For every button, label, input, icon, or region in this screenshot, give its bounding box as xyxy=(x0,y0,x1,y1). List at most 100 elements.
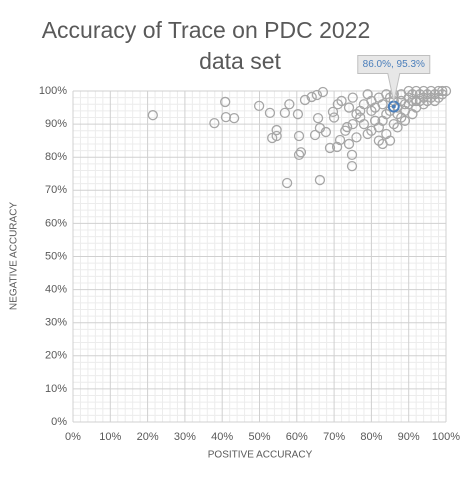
point xyxy=(346,160,358,172)
x-tick-label: 60% xyxy=(286,431,308,443)
point xyxy=(336,95,347,107)
point xyxy=(331,141,343,153)
x-tick-label: 100% xyxy=(432,431,460,443)
callout-label: 86.0%, 95.3% xyxy=(363,59,425,70)
x-tick-label: 0% xyxy=(65,431,81,443)
point xyxy=(437,89,448,100)
y-tick-label: 40% xyxy=(45,284,67,296)
y-tick-label: 60% xyxy=(45,217,67,229)
point xyxy=(343,102,355,113)
x-tick-label: 90% xyxy=(398,431,420,443)
point xyxy=(147,110,158,121)
point xyxy=(373,135,385,146)
point xyxy=(228,112,240,124)
y-tick-label: 100% xyxy=(39,85,67,97)
point xyxy=(271,124,282,136)
chart-title: Accuracy of Trace on PDC 2022 xyxy=(42,17,371,43)
point xyxy=(284,99,295,110)
point xyxy=(312,112,324,124)
point xyxy=(425,85,437,97)
point xyxy=(422,89,433,100)
y-tick-label: 50% xyxy=(45,250,67,262)
point xyxy=(314,174,326,186)
point xyxy=(220,96,231,108)
point xyxy=(377,115,388,126)
x-axis-title: POSITIVE ACCURACY xyxy=(208,450,313,461)
y-tick-label: 30% xyxy=(45,317,67,329)
y-axis-title: NEGATIVE ACCURACY xyxy=(9,202,20,310)
x-tick-label: 30% xyxy=(174,431,196,443)
point xyxy=(279,107,291,118)
point xyxy=(418,92,429,103)
point xyxy=(271,130,282,142)
point xyxy=(381,89,392,100)
point xyxy=(388,118,399,130)
y-tick-label: 90% xyxy=(45,118,67,130)
point xyxy=(292,109,304,120)
x-tick-label: 70% xyxy=(323,431,345,443)
point xyxy=(209,117,220,129)
point xyxy=(324,142,336,154)
point xyxy=(320,126,332,138)
x-tick-label: 50% xyxy=(248,431,270,443)
chart-title: data set xyxy=(199,48,281,74)
point xyxy=(317,86,329,98)
point xyxy=(346,149,358,161)
point xyxy=(306,91,317,103)
point xyxy=(347,92,358,103)
x-tick-label: 80% xyxy=(360,431,382,443)
point xyxy=(347,118,358,130)
point xyxy=(422,95,433,107)
point xyxy=(403,85,414,97)
y-tick-label: 10% xyxy=(45,383,67,395)
point xyxy=(366,125,377,136)
point xyxy=(340,125,351,136)
x-tick-label: 10% xyxy=(99,431,121,443)
point xyxy=(411,85,422,97)
point xyxy=(392,122,403,133)
highlight-point-inner xyxy=(391,104,396,109)
point xyxy=(425,92,437,103)
y-tick-label: 80% xyxy=(45,151,67,163)
point xyxy=(299,94,311,106)
point xyxy=(399,115,411,126)
point xyxy=(429,95,440,107)
x-tick-label: 40% xyxy=(211,431,233,443)
y-tick-label: 0% xyxy=(51,416,67,428)
point xyxy=(440,85,452,97)
point xyxy=(355,112,366,123)
point xyxy=(327,106,339,118)
point xyxy=(407,109,418,120)
point xyxy=(253,100,265,112)
point xyxy=(311,89,323,101)
x-tick-label: 20% xyxy=(137,431,159,443)
point xyxy=(418,85,429,97)
point xyxy=(351,132,362,143)
point xyxy=(437,85,448,97)
point xyxy=(366,105,377,117)
point xyxy=(362,128,373,140)
point xyxy=(433,85,444,97)
point xyxy=(351,109,362,120)
point xyxy=(414,95,426,107)
point xyxy=(377,138,388,150)
point xyxy=(343,138,355,150)
point xyxy=(396,95,407,107)
point xyxy=(418,99,429,110)
callout-box xyxy=(357,55,431,102)
point xyxy=(264,107,276,118)
point xyxy=(334,134,346,146)
point xyxy=(293,130,305,142)
point xyxy=(414,89,426,100)
point xyxy=(220,111,232,123)
point xyxy=(332,99,343,110)
y-tick-label: 20% xyxy=(45,350,67,362)
y-tick-label: 70% xyxy=(45,184,67,196)
point xyxy=(355,105,366,117)
point xyxy=(281,177,293,189)
point xyxy=(309,129,321,141)
point xyxy=(293,149,305,161)
point xyxy=(328,112,340,123)
point xyxy=(295,147,307,158)
